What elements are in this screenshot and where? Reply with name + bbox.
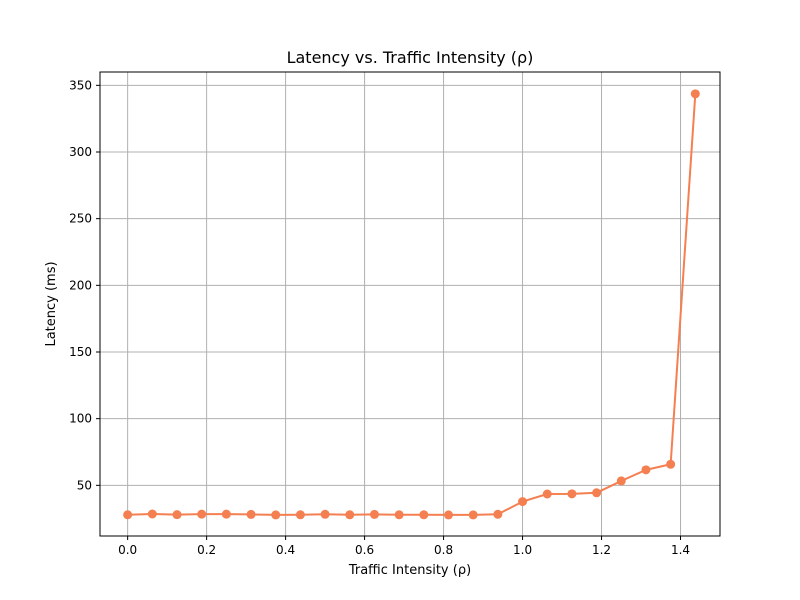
- y-tick-label: 300: [69, 145, 92, 159]
- data-point: [419, 510, 429, 520]
- y-tick-label: 350: [69, 78, 92, 92]
- x-tick-label: 1.0: [513, 543, 532, 557]
- x-axis-label: Traffic Intensity (ρ): [348, 563, 471, 578]
- x-tick-label: 1.2: [592, 543, 611, 557]
- data-point: [567, 489, 577, 499]
- data-point: [345, 510, 355, 520]
- data-point: [221, 509, 231, 519]
- series-layer: [123, 89, 700, 520]
- data-point: [197, 509, 207, 519]
- data-point: [666, 459, 676, 469]
- data-point: [468, 510, 478, 520]
- data-point: [518, 497, 528, 507]
- data-point: [641, 465, 651, 475]
- grid: [100, 72, 720, 536]
- data-point: [616, 476, 626, 486]
- x-tick-label: 0.8: [434, 543, 453, 557]
- x-tick-label: 0.2: [197, 543, 216, 557]
- data-point: [172, 510, 182, 520]
- y-tick-label: 100: [69, 412, 92, 426]
- x-tick-label: 0.0: [118, 543, 137, 557]
- data-point: [295, 510, 305, 520]
- data-point: [271, 510, 281, 520]
- data-point: [394, 510, 404, 520]
- plot-frame: [99, 71, 721, 537]
- data-point: [320, 509, 330, 519]
- y-axis-label: Latency (ms): [44, 261, 59, 346]
- data-point: [147, 509, 157, 519]
- y-tick-label: 50: [77, 478, 92, 492]
- chart-title: Latency vs. Traffic Intensity (ρ): [287, 48, 534, 67]
- data-point: [592, 488, 602, 498]
- data-point: [493, 509, 503, 519]
- x-tick-label: 1.4: [671, 543, 690, 557]
- y-tick-label: 150: [69, 345, 92, 359]
- y-tick-label: 200: [69, 278, 92, 292]
- x-tick-label: 0.4: [276, 543, 295, 557]
- data-point: [246, 509, 256, 519]
- data-point: [369, 509, 379, 519]
- x-tick-label: 0.6: [355, 543, 374, 557]
- data-point: [444, 510, 454, 520]
- x-axis-ticks: 0.0 0.2 0.4 0.6 0.8 1.0 1.2 1.4: [118, 536, 690, 557]
- data-point: [542, 489, 552, 499]
- y-axis-ticks: 50 100 150 200 250 300 350: [69, 78, 100, 492]
- data-point: [123, 510, 133, 520]
- data-point: [690, 89, 700, 99]
- y-tick-label: 250: [69, 212, 92, 226]
